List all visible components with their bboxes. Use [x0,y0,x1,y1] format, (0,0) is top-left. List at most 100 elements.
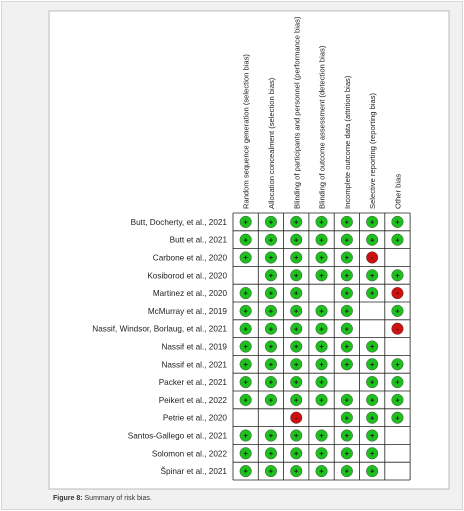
judgement-dot [315,393,328,406]
judgement-sign: + [345,253,350,262]
judgement-dot [264,358,277,371]
judgement-sign: + [345,449,350,458]
judgement-dot [264,322,277,335]
study-label: Santos-Gallego et al., 2021 [128,432,228,441]
judgement-dot [290,287,303,300]
judgement-sign: + [269,467,274,476]
judgement-dot [290,465,303,478]
judgement-dot [391,269,404,282]
judgement-sign: + [243,342,248,351]
judgement-sign: + [294,396,299,405]
judgement-dot [290,393,303,406]
judgement-dot [340,251,353,264]
judgement-sign: + [294,342,299,351]
judgement-sign: + [345,324,350,333]
judgement-sign: + [294,467,299,476]
judgement-sign: + [243,289,248,298]
judgement-dot [290,251,303,264]
column-header: Selective reporting (reporting bias) [368,92,377,209]
judgement-sign: + [370,342,375,351]
judgement-dot [340,411,353,424]
judgement-sign: + [370,413,375,422]
judgement-sign: + [370,396,375,405]
study-label: Nassif et al., 2021 [161,360,227,369]
judgement-dot [264,340,277,353]
judgement-sign: + [370,289,375,298]
judgement-dot [239,393,252,406]
judgement-sign: + [294,271,299,280]
judgement-sign: + [370,378,375,387]
judgement-sign: + [395,235,400,244]
judgement-sign: + [370,218,375,227]
judgement-sign: + [243,396,248,405]
judgement-sign: + [345,360,350,369]
judgement-dot [366,251,379,264]
judgement-sign: + [319,253,324,262]
judgement-dot [290,215,303,228]
judgement-dot [239,233,252,246]
judgement-dot [366,447,379,460]
judgement-sign: - [396,289,399,298]
judgement-sign: + [243,235,248,244]
judgement-dot [264,251,277,264]
judgement-sign: + [319,235,324,244]
judgement-dot [239,358,252,371]
judgement-sign: + [269,396,274,405]
judgement-dot [366,340,379,353]
judgement-sign: + [395,218,400,227]
judgement-dot [290,322,303,335]
judgement-dot [264,304,277,317]
study-label: Butt, Docherty, et al., 2021 [131,218,228,227]
judgement-dot [264,269,277,282]
judgement-sign: + [269,431,274,440]
judgement-dot [290,411,303,424]
study-label: Nassif, Windsor, Borlaug, et al., 2021 [92,325,227,334]
judgement-dot [239,251,252,264]
judgement-dot [391,322,404,335]
judgement-dot [340,465,353,478]
study-label: Špinar et al., 2021 [161,466,228,476]
judgement-dot [366,393,379,406]
judgement-sign: + [395,396,400,405]
judgement-sign: + [269,235,274,244]
judgement-dot [366,233,379,246]
study-label: Martinez et al., 2020 [153,289,228,298]
judgement-dot [340,215,353,228]
judgement-dot [290,269,303,282]
caption-text: Summary of risk bias. [84,495,152,502]
judgement-sign: + [395,271,400,280]
judgement-sign: + [345,307,350,316]
judgement-dot [340,358,353,371]
judgement-sign: + [370,235,375,244]
column-header: Allocation concealment (selection bias) [267,77,276,209]
judgement-dot [315,429,328,442]
judgement-sign: + [269,360,274,369]
judgement-dot [264,393,277,406]
judgement-sign: + [294,235,299,244]
column-header: Other bias [393,174,402,209]
column-header: Blinding of participants and personnel (… [292,16,301,209]
caption-label: Figure 8: [53,495,83,502]
judgement-dot [315,215,328,228]
judgement-sign: + [319,218,324,227]
judgement-sign: + [294,253,299,262]
judgement-sign: + [319,271,324,280]
study-label: Peikert et al., 2022 [159,396,228,405]
judgement-sign: + [319,467,324,476]
study-label: Solomon et al., 2022 [152,449,228,458]
judgement-dot [366,429,379,442]
judgement-sign: + [319,360,324,369]
judgement-sign: + [345,218,350,227]
judgement-dot [340,269,353,282]
judgement-dot [290,376,303,389]
judgement-sign: + [243,378,248,387]
judgement-dot [239,429,252,442]
judgement-sign: + [294,360,299,369]
judgement-dot [315,376,328,389]
judgement-sign: + [294,289,299,298]
judgement-sign: + [395,360,400,369]
study-label: Petrie et al., 2020 [163,414,228,423]
judgement-dot [340,429,353,442]
judgement-sign: + [345,467,350,476]
judgement-dot [340,287,353,300]
